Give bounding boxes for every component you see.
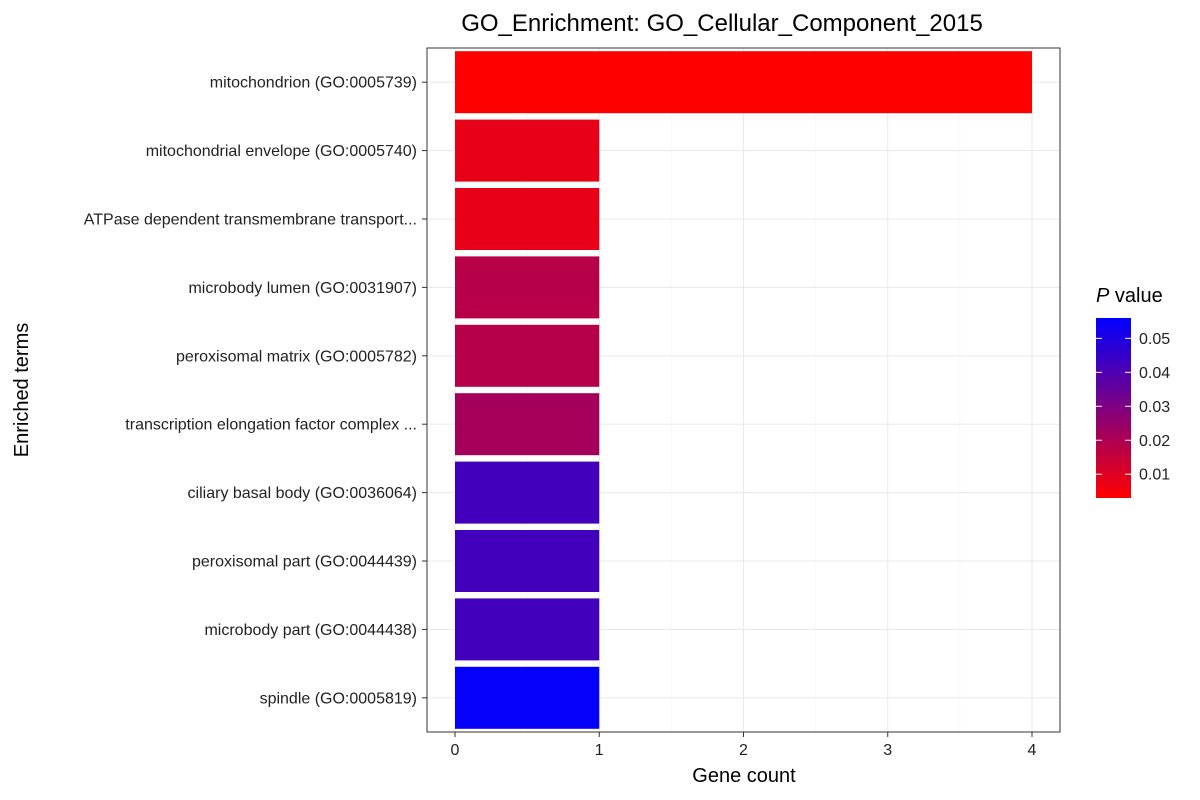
- bar: [455, 324, 600, 387]
- bar: [455, 666, 600, 729]
- bar: [455, 461, 600, 524]
- bar: [455, 393, 600, 456]
- y-tick-label: microbody lumen (GO:0031907): [188, 280, 417, 297]
- bar: [455, 51, 1032, 114]
- bars: [455, 51, 1032, 729]
- y-tick-label: ciliary basal body (GO:0036064): [188, 485, 417, 502]
- legend: P value 0.01 0.02 0.03 0.04 0.05: [1096, 285, 1170, 498]
- legend-tick-label: 0.02: [1139, 433, 1170, 450]
- legend-tick-label: 0.01: [1139, 467, 1170, 484]
- legend-tick-label: 0.05: [1139, 331, 1170, 348]
- x-axis-title: Gene count: [692, 765, 796, 787]
- x-tick-label: 4: [1028, 742, 1037, 759]
- x-tick-label: 3: [883, 742, 892, 759]
- bar: [455, 119, 600, 182]
- y-tick-label: mitochondrion (GO:0005739): [210, 75, 417, 92]
- legend-title-italic: P: [1096, 285, 1110, 307]
- legend-tick-label: 0.04: [1139, 365, 1170, 382]
- legend-ticks: 0.01 0.02 0.03 0.04 0.05: [1096, 331, 1170, 484]
- x-tick-label: 2: [739, 742, 748, 759]
- x-tick-label: 1: [595, 742, 604, 759]
- bar: [455, 530, 600, 592]
- legend-colorbar: [1096, 318, 1131, 498]
- y-axis: mitochondrion (GO:0005739) mitochondrial …: [84, 75, 427, 707]
- y-tick-label: mitochondrial envelope (GO:0005740): [146, 143, 417, 160]
- legend-title-rest: value: [1109, 285, 1162, 307]
- chart-title: GO_Enrichment: GO_Cellular_Component_201…: [461, 10, 983, 37]
- legend-title: P value: [1096, 285, 1163, 307]
- x-tick-label: 0: [451, 742, 460, 759]
- bar: [455, 598, 600, 661]
- x-axis: 0 1 2 3 4: [451, 732, 1037, 759]
- y-tick-label: microbody part (GO:0044438): [204, 622, 417, 639]
- y-tick-label: peroxisomal part (GO:0044439): [192, 554, 417, 571]
- y-tick-label: peroxisomal matrix (GO:0005782): [176, 348, 417, 365]
- y-tick-label: transcription elongation factor complex …: [125, 417, 417, 434]
- y-axis-title: Enriched terms: [11, 323, 33, 458]
- y-tick-label: ATPase dependent transmembrane transport…: [84, 212, 417, 229]
- bar: [455, 188, 600, 250]
- y-tick-label: spindle (GO:0005819): [260, 690, 417, 707]
- legend-tick-label: 0.03: [1139, 399, 1170, 416]
- bar: [455, 256, 600, 319]
